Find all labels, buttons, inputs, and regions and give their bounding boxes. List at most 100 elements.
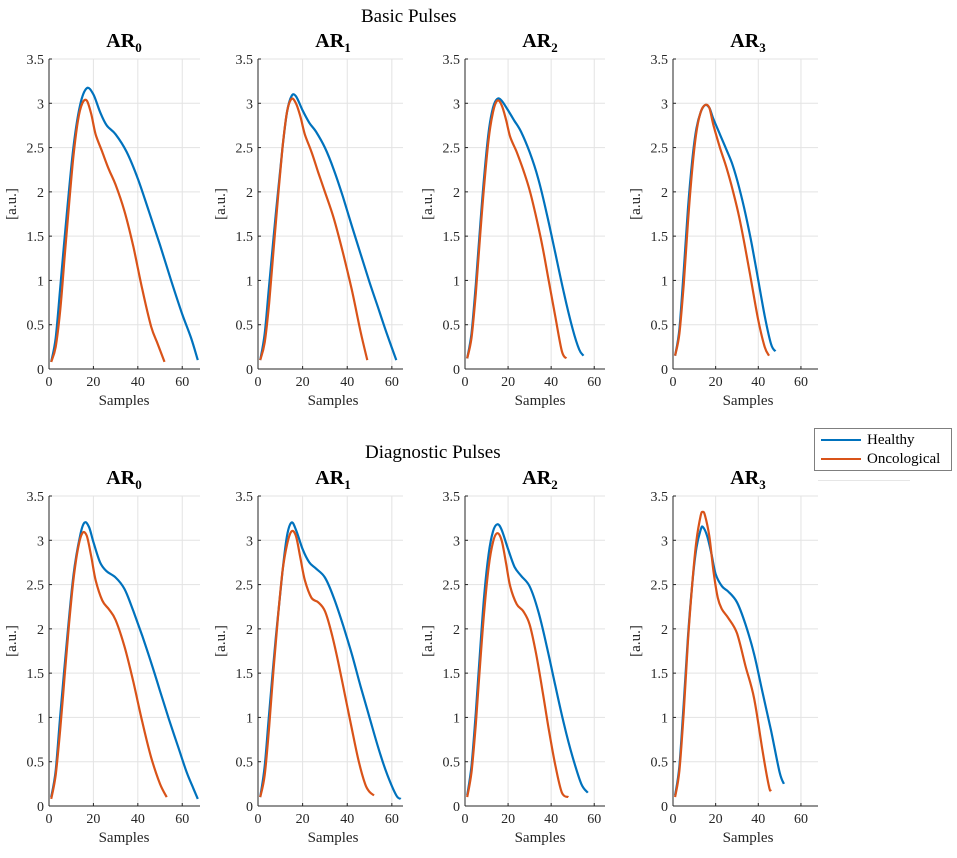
x-tick-label: 20	[501, 812, 515, 827]
x-axis-label: Samples	[99, 830, 150, 846]
y-axis-label: [a.u.]	[628, 625, 644, 657]
y-tick-label: 2.5	[236, 579, 254, 594]
y-tick-label: 3	[37, 534, 44, 549]
y-tick-label: 3.5	[443, 53, 461, 68]
y-tick-label: 1	[246, 274, 253, 289]
x-tick-label: 0	[670, 812, 677, 827]
y-tick-label: 0	[246, 800, 253, 815]
y-tick-label: 2	[37, 623, 44, 638]
x-tick-label: 40	[544, 375, 558, 390]
x-tick-label: 40	[340, 812, 354, 827]
x-tick-label: 40	[340, 375, 354, 390]
chart-title: AR3	[730, 467, 766, 492]
chart-title: AR1	[315, 30, 350, 55]
y-tick-label: 1.5	[236, 230, 254, 245]
x-tick-label: 40	[131, 375, 145, 390]
y-tick-label: 0	[661, 800, 668, 815]
x-tick-label: 0	[46, 812, 53, 827]
grid	[672, 495, 818, 807]
y-tick-label: 1	[37, 274, 44, 289]
y-tick-label: 3.5	[27, 490, 45, 505]
y-axis-label: [a.u.]	[4, 625, 20, 657]
chart-basic-ar3: 0 0.5 1 1.5 2 2.5 3 3.5 0 20 40 60 Samples [a.u.] AR3	[628, 30, 818, 409]
y-tick-label: 2.5	[27, 579, 45, 594]
chart-basic-ar1: 0 0.5 1 1.5 2 2.5 3 3.5 0 20 40 60 Samples [a.u.] AR1	[213, 30, 403, 409]
grid	[464, 58, 605, 370]
chart-title: AR2	[522, 467, 557, 492]
y-tick-label: 1.5	[236, 667, 254, 682]
y-axis-label: [a.u.]	[213, 188, 229, 220]
x-tick-label: 40	[751, 812, 765, 827]
y-tick-label: 1.5	[443, 230, 461, 245]
y-tick-label: 1	[37, 711, 44, 726]
y-tick-label: 2.5	[651, 142, 669, 157]
series-line-healthy	[50, 86, 199, 363]
y-tick-label: 1	[453, 274, 460, 289]
y-tick-label: 3.5	[651, 490, 669, 505]
legend-divider	[818, 480, 910, 481]
y-tick-label: 0.5	[27, 756, 45, 771]
series-line-oncological	[674, 510, 773, 798]
x-tick-label: 20	[501, 375, 515, 390]
chart-diagnostic-ar1: 0 0.5 1 1.5 2 2.5 3 3.5 0 20 40 60 Samples [a.u.] AR1	[213, 467, 403, 846]
legend-swatch-oncological	[821, 458, 861, 460]
y-tick-label: 1.5	[443, 667, 461, 682]
diagnostic-pulses-title: Diagnostic Pulses	[365, 442, 501, 463]
y-tick-label: 3	[453, 534, 460, 549]
series-line-healthy	[259, 521, 402, 800]
grid	[48, 495, 200, 807]
x-tick-label: 60	[385, 375, 399, 390]
y-tick-label: 0.5	[443, 756, 461, 771]
x-tick-label: 20	[296, 375, 310, 390]
y-tick-label: 2.5	[236, 142, 254, 157]
y-tick-label: 2.5	[651, 579, 669, 594]
series-line-oncological	[466, 532, 569, 799]
legend-entry-oncological: Oncological	[821, 450, 940, 468]
x-tick-label: 0	[462, 375, 469, 390]
y-tick-label: 2	[453, 186, 460, 201]
basic-pulses-title: Basic Pulses	[361, 6, 457, 27]
x-axis-label: Samples	[99, 393, 150, 409]
y-tick-label: 2	[37, 186, 44, 201]
y-tick-label: 3	[246, 534, 253, 549]
series-line-healthy	[259, 93, 398, 361]
y-tick-label: 3.5	[651, 53, 669, 68]
y-tick-label: 2	[661, 623, 668, 638]
x-tick-label: 60	[587, 812, 601, 827]
y-tick-label: 1.5	[27, 230, 45, 245]
y-tick-label: 3	[661, 97, 668, 112]
y-tick-label: 3	[37, 97, 44, 112]
x-tick-label: 40	[131, 812, 145, 827]
x-tick-label: 60	[794, 812, 808, 827]
y-tick-label: 1.5	[27, 667, 45, 682]
x-axis-label: Samples	[515, 830, 566, 846]
series-line-healthy	[466, 97, 585, 359]
chart-basic-ar0: 0 0.5 1 1.5 2 2.5 3 3.5 0 20 40 60 Samples [a.u.] AR0	[4, 30, 200, 409]
series-line-oncological	[50, 98, 166, 363]
x-tick-label: 20	[709, 812, 723, 827]
x-axis-label: Samples	[515, 393, 566, 409]
legend-entry-healthy: Healthy	[821, 431, 914, 449]
y-tick-label: 1	[246, 711, 253, 726]
y-axis-label: [a.u.]	[420, 625, 436, 657]
y-tick-label: 3	[246, 97, 253, 112]
chart-basic-ar2: 0 0.5 1 1.5 2 2.5 3 3.5 0 20 40 60 Samples [a.u.] AR2	[420, 30, 605, 409]
y-tick-label: 2	[246, 186, 253, 201]
grid	[257, 58, 403, 370]
chart-title: AR3	[730, 30, 766, 55]
y-tick-label: 2	[661, 186, 668, 201]
grid	[48, 58, 200, 370]
x-tick-label: 40	[751, 375, 765, 390]
y-tick-label: 2	[453, 623, 460, 638]
y-tick-label: 1	[661, 711, 668, 726]
x-tick-label: 0	[255, 375, 262, 390]
x-axis-label: Samples	[723, 393, 774, 409]
y-axis-label: [a.u.]	[213, 625, 229, 657]
y-tick-label: 0	[37, 800, 44, 815]
x-tick-label: 60	[175, 812, 189, 827]
y-tick-label: 0.5	[443, 319, 461, 334]
chart-title: AR2	[522, 30, 557, 55]
y-tick-label: 0	[661, 363, 668, 378]
x-tick-label: 60	[587, 375, 601, 390]
y-tick-label: 0.5	[27, 319, 45, 334]
